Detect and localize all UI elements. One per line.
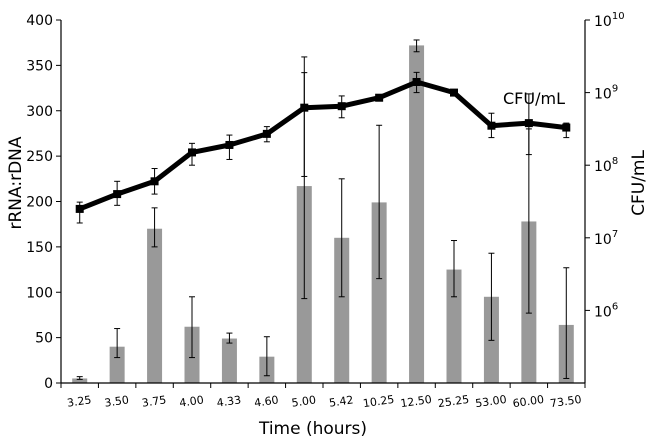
x-tick-label: 5.42 — [328, 393, 354, 409]
bar-errorbar — [114, 328, 121, 359]
x-tick-label: 3.25 — [66, 393, 92, 409]
y-tick-label-left: 0 — [44, 376, 53, 392]
bars-layer — [72, 45, 574, 383]
cfu-point — [487, 121, 496, 130]
y-tick-label-right: 107 — [594, 229, 618, 248]
bar-errorbars-layer — [76, 39, 570, 380]
cfu-point — [262, 129, 271, 138]
y-tick-label-left: 50 — [35, 331, 53, 347]
cfu-point — [450, 88, 458, 97]
cfu-point — [225, 140, 234, 149]
bar — [334, 237, 350, 383]
x-tick-label: 12.50 — [400, 393, 433, 410]
x-axis-title: Time (hours) — [258, 419, 367, 439]
x-tick-label: 10.25 — [362, 393, 395, 410]
y-tick-label-right: 1010 — [594, 11, 625, 30]
bar-errorbar — [563, 267, 570, 379]
x-tick-label: 73.50 — [549, 393, 582, 410]
cfu-point — [337, 102, 346, 111]
cfu-point — [300, 103, 309, 112]
bar-errorbar — [189, 296, 195, 359]
bar-errorbar — [451, 240, 457, 298]
bar-errorbar — [338, 178, 345, 298]
x-tick-label: 5.00 — [291, 393, 317, 409]
x-tick-label: 4.33 — [216, 393, 242, 409]
bar-errorbar — [76, 376, 83, 380]
bar — [221, 338, 237, 383]
bar — [147, 228, 163, 383]
y-tick-label-right: 108 — [594, 156, 618, 175]
y-tick-label-left: 100 — [26, 285, 53, 301]
bar — [109, 346, 125, 383]
cfu-line-layer — [75, 56, 571, 224]
x-tick-label: 25.25 — [437, 393, 470, 410]
line-errorbar — [301, 56, 308, 177]
y-tick-label-left: 250 — [26, 149, 53, 165]
bar-errorbar — [376, 124, 383, 280]
y-tick-label-left: 400 — [26, 13, 53, 29]
cfu-point — [375, 93, 384, 102]
cfu-line — [78, 79, 567, 212]
bar — [409, 45, 425, 383]
x-tick-label: 3.75 — [141, 393, 167, 409]
bar-errorbar — [226, 332, 233, 344]
bar-errorbar — [151, 207, 158, 248]
ticks-layer: 0 50 100 150 200 250 300 350 400 106 107 108 109 1010… — [26, 11, 624, 410]
x-tick-label: 4.60 — [253, 393, 279, 409]
axes-layer — [60, 20, 586, 384]
bar-errorbar — [488, 252, 495, 341]
cfu-point — [562, 123, 571, 132]
bar — [371, 202, 387, 383]
x-tick-label: 53.00 — [474, 393, 507, 410]
bar-errorbar — [413, 39, 420, 53]
x-tick-label: 60.00 — [512, 393, 545, 410]
bar — [446, 269, 462, 383]
y-axis-title-left: rRNA:rDNA — [6, 136, 26, 229]
cfu-point — [113, 190, 122, 199]
bar-errorbar — [263, 336, 270, 377]
bar — [72, 378, 88, 383]
x-tick-label: 3.50 — [104, 393, 130, 409]
cfu-point — [412, 77, 421, 86]
cfu-point — [524, 119, 533, 128]
y-tick-label-left: 200 — [26, 195, 53, 211]
cfu-point — [150, 177, 159, 186]
y-tick-label-right: 109 — [594, 84, 618, 103]
cfu-point — [75, 204, 84, 213]
y-axis-title-right: CFU/mL — [629, 150, 649, 216]
cfu-annotation: CFU/mL — [503, 89, 565, 108]
x-tick-label: 4.00 — [178, 393, 204, 409]
y-tick-label-left: 350 — [26, 58, 53, 74]
y-tick-label-right: 106 — [594, 301, 618, 320]
y-tick-label-left: 300 — [26, 104, 53, 120]
cfu-point — [188, 148, 196, 157]
y-tick-label-left: 150 — [26, 240, 53, 256]
